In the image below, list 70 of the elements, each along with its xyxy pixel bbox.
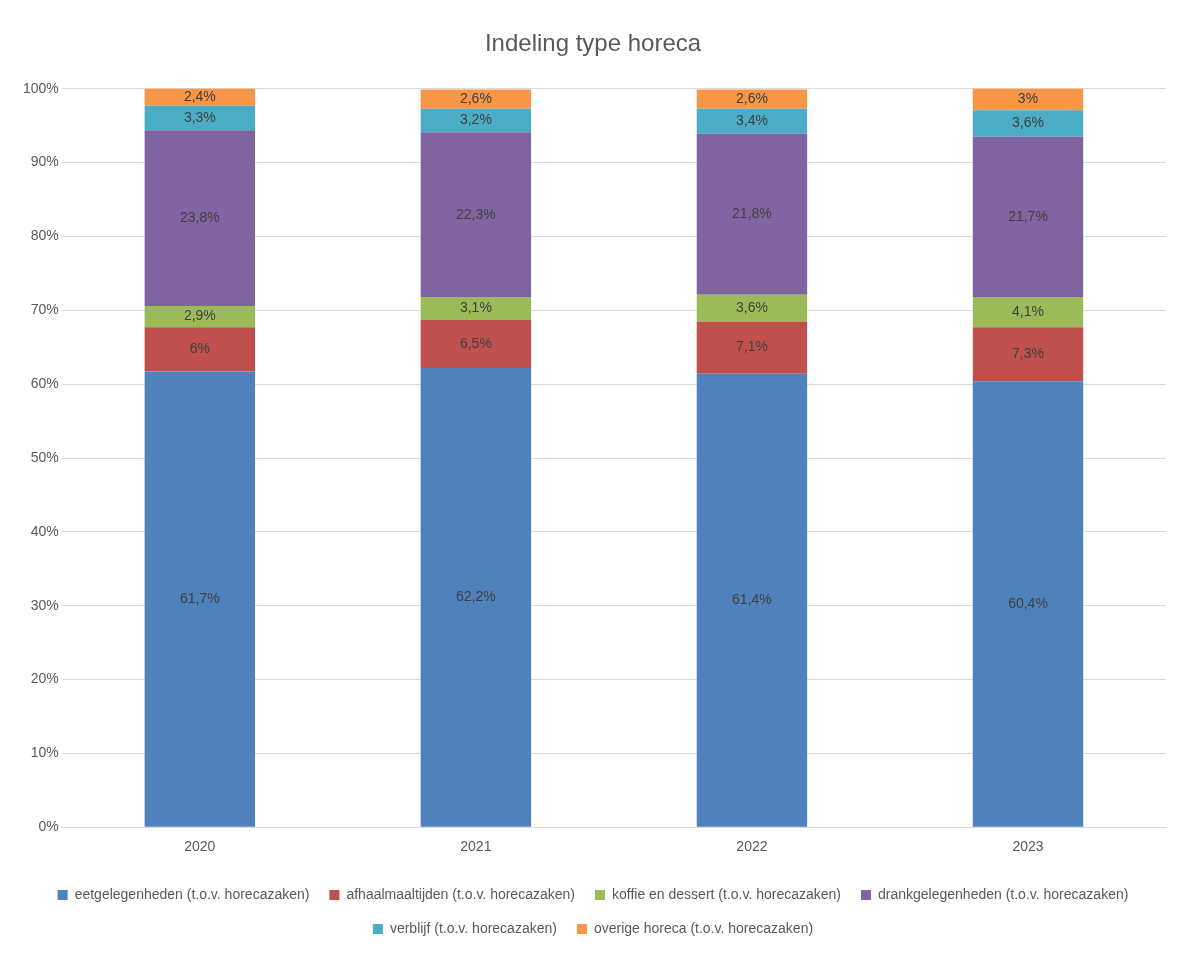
data-label: 2,4% — [183, 87, 216, 104]
y-tick-label: 10% — [30, 744, 59, 761]
data-label: 7,3% — [1012, 345, 1044, 362]
bar — [696, 321, 808, 374]
bar — [696, 373, 808, 827]
data-label: 6,5% — [459, 334, 492, 351]
y-tick-label: 100% — [22, 79, 59, 96]
bar — [144, 327, 256, 372]
bar — [144, 88, 256, 106]
x-tick-label: 2022 — [736, 838, 768, 855]
y-tick-label: 30% — [30, 596, 59, 613]
y-tick-label: 20% — [30, 670, 59, 687]
bar — [144, 305, 256, 328]
bar — [420, 367, 532, 827]
data-label: 23,8% — [179, 208, 220, 225]
data-label: 3% — [1017, 90, 1039, 106]
bar — [696, 89, 808, 109]
bar — [972, 136, 1084, 298]
y-tick-label: 80% — [30, 227, 59, 244]
bar — [696, 108, 808, 134]
bar — [972, 381, 1084, 827]
data-label: 21,8% — [732, 205, 772, 222]
data-label: 61,7% — [179, 590, 220, 607]
data-label: 4,1% — [1012, 303, 1044, 320]
data-label: 61,4% — [732, 591, 772, 608]
y-tick-label: 40% — [30, 522, 59, 539]
y-tick-label: 70% — [30, 301, 59, 318]
bar — [144, 105, 256, 131]
data-label: 2,9% — [183, 307, 216, 324]
legend-label: afhaalmaaltijden (t.o.v. horecazaken) — [346, 885, 575, 902]
y-tick-label: 90% — [30, 153, 59, 170]
data-label: 62,2% — [456, 588, 496, 605]
bar — [972, 297, 1084, 328]
data-label: 60,4% — [1008, 594, 1048, 611]
data-label: 3,1% — [459, 299, 492, 316]
bar — [696, 294, 808, 322]
legend-label: verblijf (t.o.v. horecazaken) — [389, 919, 557, 936]
data-label: 22,3% — [456, 205, 496, 222]
y-tick-label: 50% — [30, 448, 59, 465]
data-label: 21,7% — [1008, 207, 1048, 224]
x-tick-label: 2021 — [460, 838, 492, 855]
bar — [972, 327, 1084, 382]
data-label: 3,2% — [459, 111, 492, 128]
data-label: 3,6% — [735, 298, 768, 315]
bar — [144, 371, 256, 827]
y-tick-label: 0% — [38, 818, 59, 835]
bar — [144, 130, 256, 306]
legend-label: koffie en dessert (t.o.v. horecazaken) — [611, 885, 842, 902]
bar — [420, 297, 532, 320]
bar — [972, 88, 1084, 111]
data-label: 3,6% — [1012, 114, 1044, 131]
bar — [420, 108, 532, 133]
y-tick-label: 60% — [30, 375, 59, 392]
bar — [420, 89, 532, 109]
data-label: 3,4% — [735, 112, 768, 129]
bar — [972, 110, 1084, 137]
data-label: 2,6% — [459, 90, 492, 106]
legend-label: overige horeca (t.o.v. horecazaken) — [593, 919, 814, 936]
data-label: 7,1% — [735, 338, 768, 355]
bar — [696, 133, 808, 295]
legend-label: eetgelegenheden (t.o.v. horecazaken) — [74, 885, 310, 902]
bar — [420, 132, 532, 298]
x-tick-label: 2020 — [184, 838, 216, 855]
x-tick-label: 2023 — [1012, 838, 1044, 855]
bar — [420, 319, 532, 368]
data-label: 3,3% — [183, 108, 216, 125]
data-label: 6% — [189, 340, 210, 357]
data-label: 2,6% — [735, 90, 768, 106]
chart-title: Indeling type horeca — [484, 29, 702, 57]
legend-label: drankgelegenheden (t.o.v. horecazaken) — [878, 885, 1129, 902]
